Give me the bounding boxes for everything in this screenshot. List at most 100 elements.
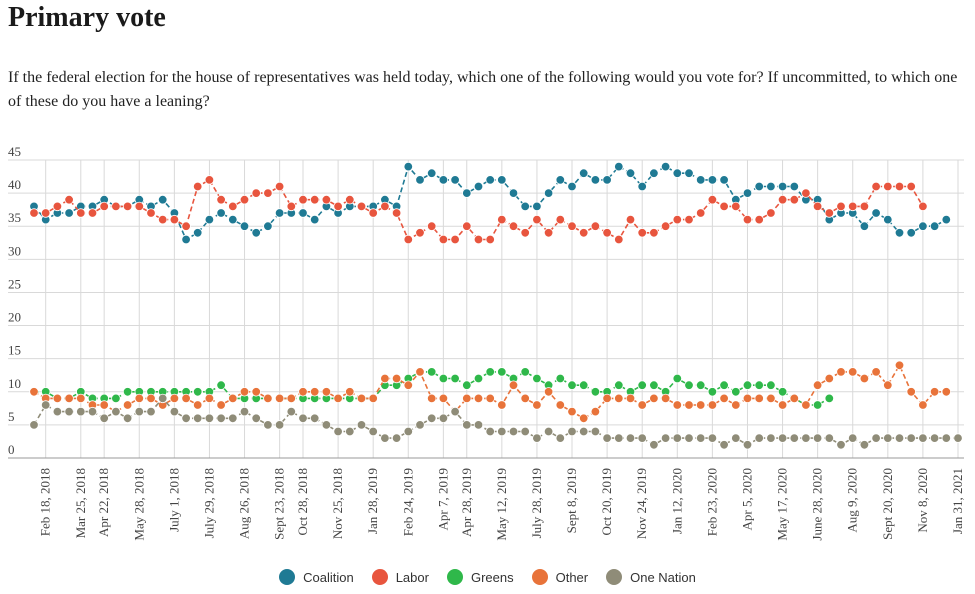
data-point[interactable] <box>29 208 39 218</box>
data-point[interactable] <box>87 208 98 218</box>
data-point[interactable] <box>169 393 180 404</box>
data-point[interactable] <box>883 181 893 192</box>
legend-item[interactable]: Greens <box>446 569 514 585</box>
data-point[interactable] <box>403 380 414 390</box>
data-point[interactable] <box>508 188 519 198</box>
data-point[interactable] <box>497 400 507 410</box>
data-point[interactable] <box>894 360 905 371</box>
data-point[interactable] <box>485 426 495 437</box>
data-point[interactable] <box>602 175 612 185</box>
data-point[interactable] <box>228 413 238 424</box>
data-point[interactable] <box>181 234 191 245</box>
data-point[interactable] <box>614 433 624 443</box>
data-point[interactable] <box>52 406 63 417</box>
data-point[interactable] <box>403 426 414 437</box>
data-point[interactable] <box>520 201 530 212</box>
data-point[interactable] <box>64 194 74 205</box>
data-point[interactable] <box>649 228 659 238</box>
data-point[interactable] <box>555 175 566 185</box>
data-point[interactable] <box>684 400 694 410</box>
data-point[interactable] <box>427 168 437 178</box>
data-point[interactable] <box>812 380 823 390</box>
data-point[interactable] <box>707 433 718 443</box>
data-point[interactable] <box>789 433 800 443</box>
data-point[interactable] <box>111 393 121 404</box>
data-point[interactable] <box>766 393 776 404</box>
data-point[interactable] <box>111 406 121 417</box>
data-point[interactable] <box>824 393 835 404</box>
data-point[interactable] <box>134 393 145 404</box>
data-point[interactable] <box>251 413 261 424</box>
data-point[interactable] <box>216 400 226 410</box>
data-point[interactable] <box>204 175 215 185</box>
data-point[interactable] <box>590 406 601 417</box>
data-point[interactable] <box>298 208 308 218</box>
data-point[interactable] <box>696 433 706 443</box>
data-point[interactable] <box>707 194 718 205</box>
data-point[interactable] <box>286 393 297 404</box>
data-point[interactable] <box>146 393 156 404</box>
data-point[interactable] <box>41 208 51 218</box>
data-point[interactable] <box>637 181 647 192</box>
data-point[interactable] <box>672 373 683 384</box>
data-point[interactable] <box>321 420 332 430</box>
data-point[interactable] <box>462 393 472 404</box>
data-point[interactable] <box>146 406 156 417</box>
data-point[interactable] <box>590 387 601 397</box>
data-point[interactable] <box>906 228 916 238</box>
data-point[interactable] <box>473 234 484 245</box>
data-point[interactable] <box>883 380 893 390</box>
data-point[interactable] <box>754 214 764 225</box>
data-point[interactable] <box>543 426 554 437</box>
data-point[interactable] <box>719 175 729 185</box>
data-point[interactable] <box>497 426 507 437</box>
data-point[interactable] <box>848 201 858 212</box>
data-point[interactable] <box>883 433 893 443</box>
data-point[interactable] <box>181 393 191 404</box>
data-point[interactable] <box>473 393 484 404</box>
data-point[interactable] <box>789 181 800 192</box>
data-point[interactable] <box>415 175 425 185</box>
data-point[interactable] <box>555 373 566 384</box>
data-point[interactable] <box>731 433 741 443</box>
data-point[interactable] <box>579 228 589 238</box>
data-point[interactable] <box>169 406 180 417</box>
data-point[interactable] <box>508 221 519 231</box>
data-point[interactable] <box>192 228 203 238</box>
data-point[interactable] <box>427 367 437 377</box>
data-point[interactable] <box>356 201 367 212</box>
data-point[interactable] <box>415 228 425 238</box>
data-point[interactable] <box>473 373 484 384</box>
data-point[interactable] <box>590 221 601 231</box>
data-point[interactable] <box>684 380 694 390</box>
data-point[interactable] <box>777 387 788 397</box>
data-point[interactable] <box>637 400 647 410</box>
data-point[interactable] <box>625 214 636 225</box>
data-point[interactable] <box>684 433 694 443</box>
data-point[interactable] <box>602 228 612 238</box>
data-point[interactable] <box>602 393 612 404</box>
data-point[interactable] <box>391 373 402 384</box>
data-point[interactable] <box>848 367 858 377</box>
data-point[interactable] <box>719 440 729 450</box>
data-point[interactable] <box>637 433 647 443</box>
data-point[interactable] <box>777 181 788 192</box>
data-point[interactable] <box>52 201 63 212</box>
data-point[interactable] <box>438 175 449 185</box>
data-point[interactable] <box>76 406 86 417</box>
data-point[interactable] <box>555 214 566 225</box>
data-point[interactable] <box>824 373 835 384</box>
data-point[interactable] <box>192 387 203 397</box>
data-point[interactable] <box>391 208 402 218</box>
data-point[interactable] <box>263 188 273 198</box>
data-point[interactable] <box>766 380 776 390</box>
data-point[interactable] <box>520 228 530 238</box>
data-point[interactable] <box>625 168 636 178</box>
data-point[interactable] <box>310 214 320 225</box>
data-point[interactable] <box>836 201 846 212</box>
data-point[interactable] <box>134 201 145 212</box>
data-point[interactable] <box>157 194 168 205</box>
data-point[interactable] <box>929 221 940 231</box>
data-point[interactable] <box>263 221 273 231</box>
data-point[interactable] <box>754 393 764 404</box>
